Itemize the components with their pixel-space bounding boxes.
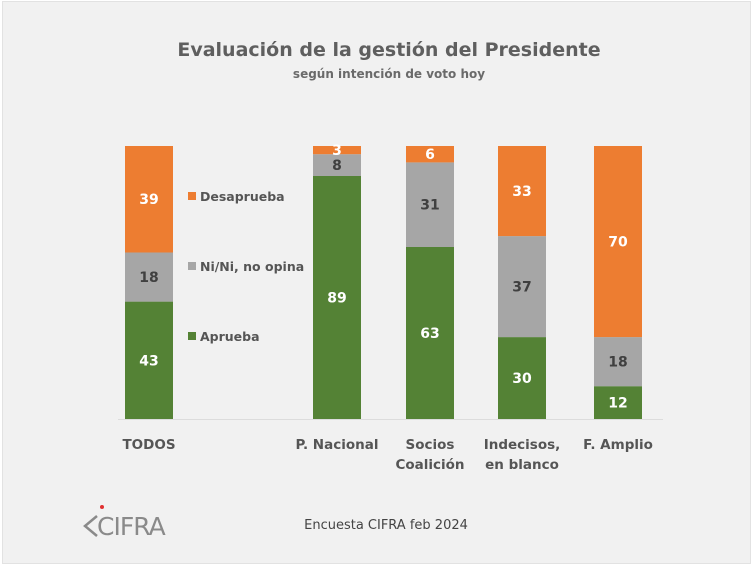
legend-swatch-aprueba [188,332,196,340]
logo-text: CIFRA [97,512,166,541]
bar-segment-desaprueba-indecisos-en-blanco [498,146,546,237]
data-label-aprueba-todos: 43 [139,353,158,369]
data-label-desaprueba-p-nacional: 3 [332,143,342,159]
bar-segment-desaprueba-f-amplio [594,146,642,338]
category-label-socios-coalici-n: Coalición [395,457,464,473]
data-label-ni-ni-no-opina-p-nacional: 8 [332,158,342,174]
chart-title: Evaluación de la gestión del Presidente [177,39,600,61]
bar-segment-aprueba-f-amplio [594,386,642,419]
logo-chevron [83,515,98,537]
legend-label-aprueba: Aprueba [200,329,260,344]
data-label-ni-ni-no-opina-f-amplio: 18 [608,355,627,371]
bar-segment-ni-ni-no-opina-indecisos-en-blanco [498,236,546,338]
data-label-desaprueba-f-amplio: 70 [608,235,628,251]
category-label-socios-coalici-n: Socios [406,437,455,453]
source-note: Encuesta CIFRA feb 2024 [304,518,468,533]
data-label-aprueba-f-amplio: 12 [608,396,627,412]
bar-segment-desaprueba-socios-coalici-n [406,146,454,163]
legend-swatch-ni-ni-no-opina [188,262,196,270]
data-label-aprueba-p-nacional: 89 [327,291,346,307]
bar-segment-aprueba-indecisos-en-blanco [498,337,546,419]
legend-label-ni-ni-no-opina: Ni/Ni, no opina [200,259,304,274]
data-label-desaprueba-socios-coalici-n: 6 [425,147,435,163]
category-label-f-amplio: F. Amplio [583,437,653,453]
category-label-indecisos-en-blanco: en blanco [485,457,559,473]
bar-segment-aprueba-todos [125,301,173,419]
category-label-todos: TODOS [122,437,175,453]
data-label-desaprueba-indecisos-en-blanco: 33 [512,184,531,200]
bar-segment-aprueba-p-nacional [313,176,361,419]
data-label-desaprueba-todos: 39 [139,192,158,208]
data-label-aprueba-indecisos-en-blanco: 30 [512,371,532,387]
bar-segment-desaprueba-todos [125,146,173,253]
bars-group: 43 18 39 89 83 63 31 6 30 37 33 12 18 70 [125,143,642,419]
data-label-ni-ni-no-opina-todos: 18 [139,270,158,286]
bar-segment-desaprueba-p-nacional [313,146,361,155]
chart-subtitle: según intención de voto hoy [293,67,485,81]
legend-label-desaprueba: Desaprueba [200,189,285,204]
category-label-p-nacional: P. Nacional [296,437,379,453]
bar-segment-ni-ni-no-opina-todos [125,252,173,302]
data-label-aprueba-socios-coalici-n: 63 [420,326,439,342]
data-label-ni-ni-no-opina-indecisos-en-blanco: 37 [512,280,531,296]
bar-segment-ni-ni-no-opina-f-amplio [594,337,642,387]
stacked-bar-chart: Evaluación de la gestión del Presidente … [83,39,663,541]
data-label-ni-ni-no-opina-socios-coalici-n: 31 [420,198,439,214]
bar-segment-aprueba-socios-coalici-n [406,247,454,419]
category-labels: TODOS P. Nacional Socios Coalición Indecisos… [122,437,652,473]
logo-dot [100,505,104,509]
bar-segment-ni-ni-no-opina-socios-coalici-n [406,162,454,247]
legend-swatch-desaprueba [188,192,196,200]
legend: Desaprueba Ni/Ni, no opina Aprueba [188,189,304,344]
category-label-indecisos-en-blanco: Indecisos, [484,437,561,453]
cifra-logo: CIFRA [83,505,167,541]
bar-segment-ni-ni-no-opina-p-nacional [313,154,361,176]
